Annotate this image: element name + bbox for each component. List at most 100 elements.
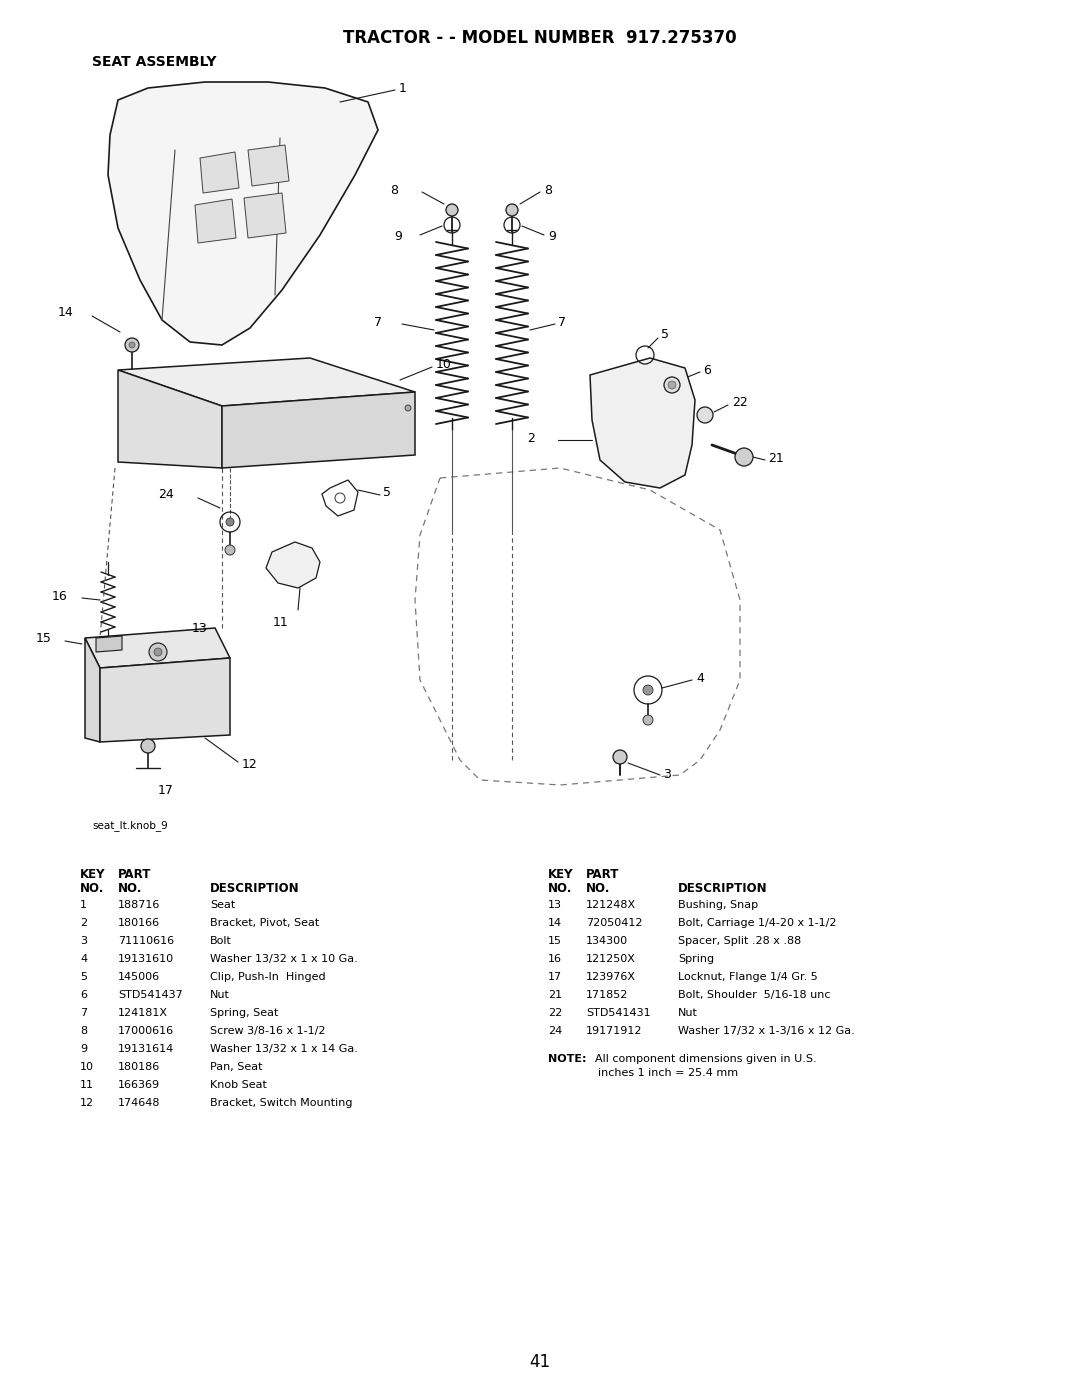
Text: STD541437: STD541437 [118,990,183,1000]
Text: 166369: 166369 [118,1080,160,1090]
Text: Pan, Seat: Pan, Seat [210,1062,262,1071]
Polygon shape [100,658,230,742]
Circle shape [141,739,156,753]
Text: 13: 13 [192,622,207,634]
Circle shape [613,750,627,764]
Text: 19131614: 19131614 [118,1044,174,1053]
Text: 22: 22 [732,397,747,409]
Circle shape [405,405,411,411]
Text: inches 1 inch = 25.4 mm: inches 1 inch = 25.4 mm [598,1067,738,1078]
Polygon shape [590,358,696,488]
Polygon shape [244,193,286,237]
Polygon shape [266,542,320,588]
Circle shape [125,338,139,352]
Text: 17000616: 17000616 [118,1025,174,1037]
Text: 1: 1 [80,900,87,909]
Text: TRACTOR - - MODEL NUMBER  917.275370: TRACTOR - - MODEL NUMBER 917.275370 [343,29,737,47]
Text: 21: 21 [548,990,562,1000]
Text: 24: 24 [158,488,174,500]
Text: 171852: 171852 [586,990,629,1000]
Text: Washer 13/32 x 1 x 10 Ga.: Washer 13/32 x 1 x 10 Ga. [210,954,357,964]
Text: 14: 14 [548,918,562,928]
Text: 17: 17 [548,972,562,982]
Text: 3: 3 [80,936,87,946]
Text: 21: 21 [768,451,784,464]
Text: 4: 4 [696,672,704,685]
Text: KEY: KEY [80,868,106,882]
Text: Bolt, Carriage 1/4-20 x 1-1/2: Bolt, Carriage 1/4-20 x 1-1/2 [678,918,837,928]
Circle shape [664,377,680,393]
Text: 14: 14 [58,306,73,320]
Text: Bracket, Pivot, Seat: Bracket, Pivot, Seat [210,918,320,928]
Text: All component dimensions given in U.S.: All component dimensions given in U.S. [588,1053,816,1065]
Circle shape [697,407,713,423]
Polygon shape [85,638,100,742]
Text: 19171912: 19171912 [586,1025,643,1037]
Polygon shape [200,152,239,193]
Text: 3: 3 [663,768,671,781]
Text: 15: 15 [36,633,52,645]
Circle shape [129,342,135,348]
Text: 7: 7 [558,316,566,328]
Text: 10: 10 [436,359,451,372]
Text: 5: 5 [383,486,391,500]
Text: 180186: 180186 [118,1062,160,1071]
Text: 24: 24 [548,1025,563,1037]
Text: 16: 16 [52,590,68,602]
Circle shape [643,715,653,725]
Text: 188716: 188716 [118,900,160,909]
Text: 4: 4 [80,954,87,964]
Text: PART: PART [118,868,151,882]
Text: 134300: 134300 [586,936,629,946]
Circle shape [149,643,167,661]
Text: seat_lt.knob_9: seat_lt.knob_9 [92,820,167,831]
Polygon shape [85,629,230,668]
Text: Locknut, Flange 1/4 Gr. 5: Locknut, Flange 1/4 Gr. 5 [678,972,818,982]
Text: KEY: KEY [548,868,573,882]
Text: Spacer, Split .28 x .88: Spacer, Split .28 x .88 [678,936,801,946]
Polygon shape [222,393,415,468]
Text: 145006: 145006 [118,972,160,982]
Text: NO.: NO. [586,882,610,895]
Text: 8: 8 [390,183,399,197]
Polygon shape [108,82,378,345]
Text: DESCRIPTION: DESCRIPTION [210,882,299,895]
Text: 10: 10 [80,1062,94,1071]
Text: 15: 15 [548,936,562,946]
Text: Washer 17/32 x 1-3/16 x 12 Ga.: Washer 17/32 x 1-3/16 x 12 Ga. [678,1025,854,1037]
Text: 19131610: 19131610 [118,954,174,964]
Text: Nut: Nut [210,990,230,1000]
Text: 9: 9 [80,1044,87,1053]
Text: Bracket, Switch Mounting: Bracket, Switch Mounting [210,1098,352,1108]
Text: Seat: Seat [210,900,235,909]
Text: NOTE:: NOTE: [548,1053,586,1065]
Text: 6: 6 [80,990,87,1000]
Text: 12: 12 [242,757,258,771]
Text: NO.: NO. [118,882,143,895]
Text: 12: 12 [80,1098,94,1108]
Text: 174648: 174648 [118,1098,161,1108]
Polygon shape [96,636,122,652]
Polygon shape [118,370,222,468]
Text: 180166: 180166 [118,918,160,928]
Text: 1: 1 [399,81,407,95]
Text: 13: 13 [548,900,562,909]
Text: Washer 13/32 x 1 x 14 Ga.: Washer 13/32 x 1 x 14 Ga. [210,1044,357,1053]
Text: STD541431: STD541431 [586,1009,650,1018]
Circle shape [669,381,676,388]
Text: 7: 7 [80,1009,87,1018]
Text: Knob Seat: Knob Seat [210,1080,267,1090]
Text: 22: 22 [548,1009,563,1018]
Text: Spring: Spring [678,954,714,964]
Text: 121250X: 121250X [586,954,636,964]
Text: 2: 2 [80,918,87,928]
Text: 9: 9 [548,231,556,243]
Text: 71110616: 71110616 [118,936,174,946]
Circle shape [643,685,653,694]
Text: 9: 9 [394,231,402,243]
Text: Screw 3/8-16 x 1-1/2: Screw 3/8-16 x 1-1/2 [210,1025,325,1037]
Text: 11: 11 [273,616,288,629]
Text: Clip, Push-In  Hinged: Clip, Push-In Hinged [210,972,326,982]
Text: 7: 7 [374,316,382,328]
Text: 11: 11 [80,1080,94,1090]
